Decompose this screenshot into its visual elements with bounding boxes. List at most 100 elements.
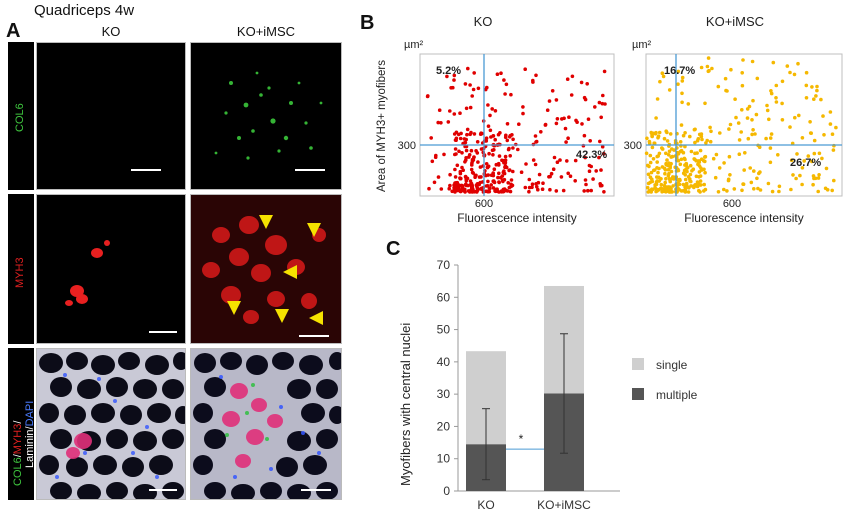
- scatter-point: [474, 149, 478, 153]
- scatter-point: [670, 154, 675, 159]
- scatter-ko-title: KO: [474, 14, 493, 29]
- scatter-point: [683, 131, 687, 135]
- scatter-point: [456, 132, 461, 137]
- scatter-point: [690, 169, 694, 173]
- scatter-point: [575, 120, 579, 124]
- scatter-point: [654, 130, 658, 135]
- scatter-point: [740, 83, 745, 88]
- scatter-point: [771, 60, 776, 65]
- scatter-point: [567, 115, 571, 119]
- scatter-point: [670, 147, 674, 151]
- scatter-point: [740, 188, 744, 193]
- scatter-point: [484, 173, 488, 178]
- scatter-point: [509, 182, 513, 187]
- scatter-point: [474, 183, 479, 187]
- scatter-point: [536, 180, 541, 185]
- scatter-point: [665, 158, 669, 162]
- scatter-point: [796, 61, 800, 66]
- scatter-point: [493, 137, 497, 142]
- scatter-point: [502, 169, 506, 173]
- scatter-point: [655, 166, 659, 170]
- scatter-point: [521, 111, 525, 116]
- scatter-point: [686, 175, 691, 179]
- scatter-point: [580, 122, 584, 126]
- scatter-ko-points: [425, 66, 607, 194]
- scatter-point: [804, 96, 809, 100]
- scatter-point: [511, 146, 515, 150]
- arrowhead-marker: [283, 265, 297, 279]
- scatter-point: [568, 174, 573, 178]
- panel-c-chart: 0 10 20 30 40 50 60 70 * KO KO+iMSC single multip…: [437, 258, 698, 512]
- scatter-point: [462, 137, 467, 141]
- scatter-point: [594, 169, 598, 173]
- scatter-point: [711, 156, 716, 161]
- scatter-point: [816, 189, 820, 194]
- scatter-point: [676, 178, 680, 182]
- scatter-point: [445, 74, 449, 79]
- scatter-point: [503, 158, 508, 162]
- scatter-point: [569, 93, 574, 97]
- row-label-merge-2: Laminin/DAPI: [24, 400, 36, 468]
- scatter-point: [648, 153, 653, 158]
- scatter-point: [659, 186, 664, 191]
- scatter-point: [486, 124, 491, 128]
- scatter-point: [488, 113, 492, 118]
- scatter-ko-imsc-unit: µm²: [632, 39, 652, 51]
- scatter-point: [516, 147, 520, 152]
- scatter-point: [697, 159, 702, 163]
- scatter-point: [442, 152, 446, 157]
- row-label-merge: COL6/MYH3/: [12, 420, 24, 486]
- scatter-point: [768, 146, 773, 150]
- scatter-point: [741, 58, 745, 62]
- scatter-point: [535, 185, 539, 189]
- arrowhead-marker: [309, 311, 323, 325]
- scatter-point: [800, 166, 805, 170]
- scatter-point: [699, 168, 704, 172]
- micrograph-myh3-ko: [36, 194, 186, 344]
- scatter-ko-imsc-q-right: 26.7%: [790, 157, 821, 169]
- scatter-point: [764, 136, 768, 141]
- scatter-point: [587, 169, 592, 173]
- scatter-point: [729, 67, 733, 72]
- scatter-ko-q-right: 42.3%: [576, 149, 607, 161]
- scatter-point: [493, 109, 498, 113]
- scatter-point: [750, 59, 755, 64]
- scatter-point: [452, 132, 457, 136]
- scatter-point: [824, 166, 829, 171]
- scatter-point: [667, 171, 671, 176]
- scatter-point: [684, 167, 688, 171]
- scatter-point: [501, 179, 505, 184]
- scatter-point: [728, 173, 732, 177]
- scatter-point: [457, 149, 461, 154]
- scatter-point: [533, 134, 538, 138]
- scatter-point: [667, 149, 672, 154]
- scatter-ko-imsc-points: [644, 56, 838, 194]
- scatter-point: [656, 170, 660, 175]
- scatter-point: [536, 187, 540, 192]
- scatter-point: [693, 127, 697, 132]
- scatter-point: [765, 103, 769, 108]
- scatter-point: [455, 163, 460, 168]
- scatter-point: [645, 185, 650, 190]
- scatter-point: [676, 82, 680, 86]
- scatter-point: [452, 73, 457, 78]
- scatter-point: [521, 105, 525, 109]
- scatter-ko-ytick: 300: [398, 140, 416, 152]
- scatter-point: [505, 122, 510, 126]
- scatter-point: [479, 131, 483, 135]
- scatter-point: [479, 175, 483, 179]
- legend-swatch-single: [632, 358, 644, 370]
- scatter-point: [599, 115, 603, 120]
- scatter-point: [448, 172, 452, 177]
- scatter-point: [582, 95, 587, 100]
- scatter-point: [479, 186, 484, 191]
- scatter-point: [583, 178, 588, 182]
- scatter-point: [770, 189, 775, 194]
- x-tick-label: KO+iMSC: [537, 498, 591, 512]
- scatter-point: [751, 98, 755, 103]
- scatter-point: [701, 159, 706, 163]
- scatter-point: [650, 177, 654, 182]
- scatter-point: [800, 136, 805, 140]
- scatter-point: [524, 162, 528, 166]
- scatter-ko-imsc: KO+iMSC µm² 16.7% 26.7% 300 600 Fluoresc…: [624, 14, 843, 225]
